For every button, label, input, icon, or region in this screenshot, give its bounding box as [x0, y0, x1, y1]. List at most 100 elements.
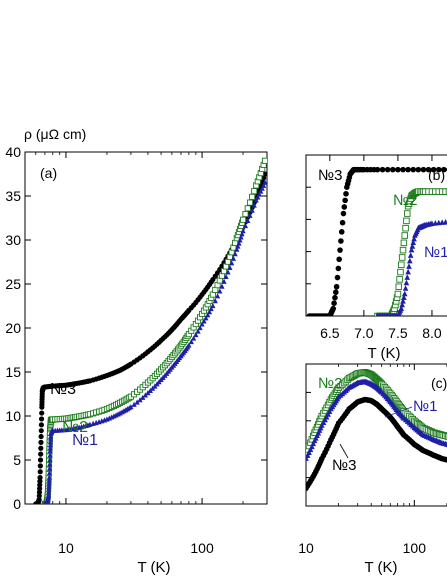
- panel-a-series-1-label: №1: [72, 432, 98, 449]
- panel-c: 10 100 (c) №2 №1 №3 T (K): [298, 363, 447, 576]
- data-point: [258, 188, 264, 194]
- panel-a-series-2-label: №2: [62, 419, 88, 436]
- data-point: [331, 300, 337, 306]
- data-point: [38, 433, 44, 440]
- data-point: [48, 433, 54, 439]
- data-point: [408, 246, 415, 253]
- panel-c-series-1-pointer: [384, 406, 413, 418]
- data-point: [441, 166, 447, 173]
- data-point: [255, 194, 261, 200]
- data-point: [401, 294, 407, 300]
- data-point: [47, 445, 53, 451]
- data-point: [404, 210, 411, 217]
- panel-b-series-2-label: №2: [393, 192, 417, 209]
- data-point: [399, 301, 405, 308]
- data-point: [214, 293, 221, 299]
- data-point: [48, 436, 54, 442]
- data-point: [47, 465, 53, 471]
- y-tick-label: 40: [5, 144, 21, 160]
- data-point: [251, 188, 258, 195]
- panel-c-series-2-label: №2: [318, 375, 342, 392]
- data-point: [230, 255, 237, 261]
- y-tick-label: 20: [5, 320, 21, 336]
- panel-c-ticks: 10 100: [298, 364, 447, 556]
- y-tick-label: 25: [5, 276, 21, 292]
- panel-b-series-1-label: №1: [424, 244, 447, 261]
- y-tick-label: 5: [13, 452, 21, 468]
- panel-c-data: [306, 369, 447, 492]
- data-point: [253, 197, 259, 203]
- data-point: [384, 166, 391, 173]
- data-point: [397, 268, 404, 276]
- data-point: [37, 478, 43, 484]
- data-point: [409, 243, 416, 249]
- x-tick-label: 10: [298, 540, 314, 556]
- y-tick-label: 35: [5, 188, 21, 204]
- data-point: [36, 493, 42, 499]
- series-c-№1: [306, 378, 447, 461]
- data-point: [47, 456, 53, 463]
- data-point: [244, 205, 251, 212]
- series-b-№3: [306, 166, 447, 316]
- x-tick-label: 7.5: [388, 325, 408, 341]
- data-point: [246, 199, 254, 206]
- data-point: [410, 239, 417, 246]
- data-point: [339, 219, 346, 226]
- data-point: [37, 475, 43, 481]
- data-point: [232, 251, 238, 257]
- data-point: [38, 445, 44, 451]
- data-point: [223, 273, 229, 280]
- data-point: [229, 260, 235, 266]
- data-point: [306, 455, 309, 461]
- data-point: [444, 441, 447, 447]
- data-point: [420, 166, 427, 173]
- data-point: [242, 210, 249, 218]
- data-point: [399, 246, 407, 254]
- data-point: [435, 166, 442, 173]
- data-point: [405, 268, 411, 275]
- data-point: [237, 237, 243, 243]
- data-point: [379, 166, 386, 173]
- data-point: [145, 390, 151, 396]
- data-point: [240, 228, 246, 234]
- data-point: [415, 166, 422, 173]
- data-point: [199, 321, 205, 327]
- data-point: [249, 193, 256, 200]
- panel-c-series-3-pointer: [339, 443, 349, 459]
- data-point: [46, 474, 52, 480]
- panel-c-x-label: T (K): [364, 559, 397, 576]
- data-point: [219, 283, 225, 289]
- data-point: [46, 483, 52, 489]
- data-point: [411, 235, 417, 242]
- data-point: [245, 217, 251, 224]
- data-point: [46, 489, 52, 495]
- x-tick-label: 10: [58, 540, 74, 556]
- data-point: [210, 302, 216, 309]
- data-point: [337, 247, 343, 253]
- data-point: [341, 204, 348, 210]
- data-point: [396, 276, 403, 283]
- data-point: [338, 238, 344, 244]
- series-c-№3: [306, 396, 447, 492]
- panel-a-ticks: 10 100 0 5 10 15 20 25 30 35 40: [5, 144, 267, 556]
- data-point: [259, 185, 265, 191]
- data-point: [37, 457, 44, 463]
- data-point: [47, 452, 53, 458]
- data-point: [134, 399, 140, 405]
- data-point: [398, 254, 406, 261]
- data-point: [398, 305, 405, 311]
- data-point: [335, 265, 342, 272]
- data-point: [235, 243, 241, 249]
- data-point: [236, 240, 242, 246]
- panel-a-frame: [24, 151, 268, 505]
- data-point: [425, 166, 432, 173]
- panel-a: 10 100 0 5 10 15 20 25 30 35 40 (a) №3 №2 №1 T (K): [5, 144, 268, 576]
- data-point: [395, 283, 403, 290]
- panel-c-frame: [305, 363, 447, 507]
- data-point: [400, 166, 406, 173]
- data-point: [212, 298, 218, 304]
- data-point: [394, 290, 402, 298]
- series-a-№2: [41, 157, 267, 504]
- data-point: [400, 298, 406, 304]
- data-point: [404, 274, 411, 280]
